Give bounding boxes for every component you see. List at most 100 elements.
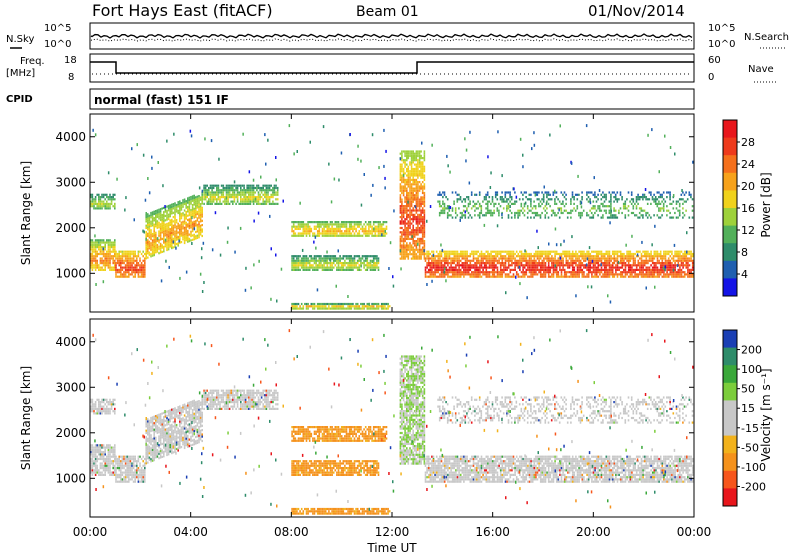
power-cell (326, 232, 329, 235)
power-cell (297, 223, 300, 226)
power-cell (276, 202, 279, 205)
power-cell (434, 257, 436, 260)
power-cell (90, 248, 92, 251)
power-cell (562, 252, 564, 256)
power-cell (339, 227, 341, 230)
power-cell (683, 257, 686, 260)
power-cell (109, 207, 111, 210)
power-cell (203, 193, 205, 196)
power-cell (190, 211, 192, 214)
power-cell (687, 275, 689, 278)
power-cell (538, 264, 540, 267)
power-cell (302, 225, 305, 228)
power-cell (321, 232, 324, 235)
power-cell (308, 268, 311, 271)
power-cell (679, 259, 681, 262)
power-cell (406, 213, 408, 216)
power-cell (663, 257, 665, 260)
power-cell (407, 157, 410, 160)
power-cell (212, 196, 215, 199)
power-cell (114, 264, 116, 267)
power-cell (688, 252, 691, 256)
power-cell (299, 268, 301, 271)
power-cell (613, 196, 615, 199)
power-cell (404, 253, 406, 256)
power-cell (272, 200, 274, 203)
power-cell (598, 209, 601, 212)
power-cell (323, 221, 325, 224)
power-cell (324, 302, 327, 306)
power-cell (407, 237, 410, 240)
power-cell (445, 250, 448, 253)
power-cell (578, 273, 580, 276)
power-cell (418, 198, 421, 201)
power-cell (334, 305, 337, 308)
power-cell (109, 239, 111, 242)
power-cell (426, 252, 428, 256)
power-cell (166, 229, 168, 232)
power-cell (520, 205, 523, 208)
power-cell (581, 250, 584, 253)
power-cell (115, 264, 117, 267)
power-cell (151, 248, 154, 251)
power-cell (171, 227, 173, 230)
power-cell (571, 264, 574, 267)
power-cell (109, 262, 111, 265)
power-cell (463, 252, 465, 256)
power-cell (535, 264, 537, 267)
power-cell (490, 255, 492, 258)
power-cell (310, 305, 313, 308)
power-cell (402, 216, 405, 219)
power-cell (642, 250, 644, 253)
power-cell (164, 230, 167, 233)
power-cell (434, 273, 436, 276)
power-cell (257, 184, 260, 187)
power-cell (156, 250, 159, 253)
power-cell (382, 223, 385, 226)
power-cell (406, 191, 408, 195)
power-cell (203, 189, 205, 192)
power-cell (240, 198, 242, 201)
power-cell (451, 273, 454, 276)
power-cell (102, 200, 105, 203)
power-cell (134, 250, 136, 253)
power-cell (407, 178, 410, 181)
power-cell (404, 152, 406, 155)
power-cell (191, 214, 194, 217)
power-cell (219, 200, 221, 203)
power-cell (412, 257, 414, 260)
power-cell (328, 266, 330, 269)
power-cell (323, 302, 325, 306)
power-cell (101, 250, 103, 253)
power-cell (567, 262, 569, 265)
power-cell (198, 195, 200, 198)
power-cell (547, 250, 550, 253)
power-cell (525, 196, 527, 199)
power-cell (337, 259, 340, 262)
power-cell (304, 266, 306, 269)
power-cell (464, 262, 467, 265)
power-cell (472, 264, 475, 267)
power-cell (418, 257, 421, 260)
power-cell (594, 273, 596, 276)
power-cell (340, 223, 343, 226)
power-cell (153, 241, 155, 244)
power-cell (502, 200, 505, 203)
power-cell (552, 266, 555, 269)
power-cell (148, 221, 151, 224)
power-cell (185, 239, 187, 242)
power-cell (326, 262, 329, 265)
power-cell (661, 268, 664, 271)
power-cell (420, 187, 422, 190)
power-cell (167, 230, 170, 234)
power-cell (679, 273, 681, 276)
power-cell (446, 205, 449, 208)
power-cell (172, 207, 175, 210)
power-cell (318, 223, 321, 226)
power-cell (163, 211, 165, 214)
power-cell (361, 230, 364, 233)
power-cell (687, 266, 689, 269)
power-cell (406, 209, 408, 212)
power-cell (417, 196, 419, 199)
power-cell (592, 268, 595, 271)
